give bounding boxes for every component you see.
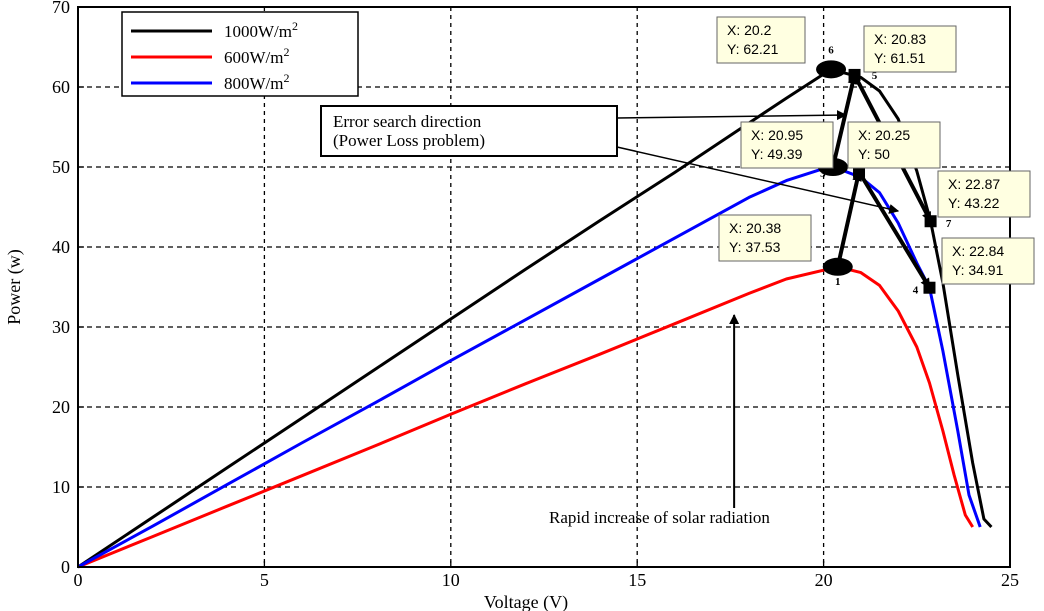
legend-label: 600W/m2 [224, 45, 290, 67]
datatip-dt1: X: 20.38 Y: 37.53 [718, 214, 812, 262]
datatip-y: Y: 37.53 [729, 239, 781, 255]
x-axis-title: Voltage (V) [484, 592, 568, 611]
legend: 1000W/m2 600W/m2 800W/m2 [121, 11, 359, 97]
error-search-line2: (Power Loss problem) [333, 131, 485, 150]
tracking-point-label: 4 [913, 285, 919, 297]
y-tick-label: 40 [52, 237, 70, 257]
datatip-dt7: X: 22.87 Y: 43.22 [937, 170, 1031, 218]
y-axis-title: Power (w) [4, 249, 25, 324]
datatip-dt6: X: 20.2 Y: 62.21 [716, 16, 806, 64]
datatip-box [941, 237, 1035, 285]
tracking-point-4 [923, 281, 936, 294]
x-tick-label: 10 [442, 570, 460, 590]
x-tick-label: 15 [628, 570, 646, 590]
tracking-arrow [857, 170, 932, 289]
series-layer [77, 67, 993, 569]
error-search-annotation: Error search direction (Power Loss probl… [320, 105, 618, 157]
datatip-box [716, 16, 806, 64]
tracking-point-label: 5 [872, 70, 878, 82]
datatip-dt5: X: 20.83 Y: 61.51 [863, 25, 957, 73]
error-arrow-upper [616, 110, 847, 121]
error-search-line1: Error search direction [333, 112, 482, 131]
datatip-box [740, 121, 834, 169]
datatip-x: X: 22.87 [948, 176, 1000, 192]
error-arrow-lower [616, 146, 900, 214]
datatip-x: X: 20.2 [727, 22, 772, 38]
x-tick-label: 25 [1001, 570, 1019, 590]
datatip-x: X: 20.25 [858, 127, 910, 143]
tracking-arrow [835, 170, 862, 268]
datatip-y: Y: 34.91 [952, 262, 1004, 278]
datatip-box [847, 121, 941, 169]
x-tick-label: 5 [260, 570, 269, 590]
datatip-y: Y: 50 [858, 146, 890, 162]
datatip-box [863, 25, 957, 73]
y-tick-label: 10 [52, 477, 70, 497]
x-tick-label: 0 [74, 570, 83, 590]
series-line-3 [77, 167, 982, 569]
datatip-dt2: X: 20.95 Y: 49.39 [740, 121, 834, 169]
rapid-increase-annotation: Rapid increase of solar radiation [549, 508, 770, 527]
datatip-x: X: 20.38 [729, 220, 781, 236]
datatip-y: Y: 61.51 [874, 50, 926, 66]
tracking-arrow [830, 73, 858, 168]
y-tick-label: 70 [52, 0, 70, 17]
series-line-2 [77, 265, 974, 569]
tracking-point-label: 1 [835, 276, 841, 288]
tracking-point-label: 3 [820, 168, 826, 180]
tracking-point-6 [816, 60, 847, 79]
legend-label: 1000W/m2 [224, 19, 298, 41]
tracking-point-7 [924, 215, 937, 228]
plot-area [78, 7, 1010, 567]
tracking-point-5 [848, 68, 861, 81]
x-tick-label: 20 [815, 570, 833, 590]
datatip-y: Y: 43.22 [948, 195, 1000, 211]
plot-frame [77, 6, 1011, 568]
tracking-point-label: 7 [946, 218, 952, 230]
datatip-dt4: X: 22.84 Y: 34.91 [941, 237, 1035, 285]
tracking-point-1 [822, 257, 853, 276]
datatip-x: X: 20.83 [874, 31, 926, 47]
datatip-y: Y: 62.21 [727, 41, 779, 57]
y-tick-label: 30 [52, 317, 70, 337]
datatip-dt3: X: 20.25 Y: 50 [847, 121, 941, 169]
legend-label: 800W/m2 [224, 71, 290, 93]
annotation-arrows [616, 110, 900, 508]
y-tick-label: 20 [52, 397, 70, 417]
datatips-layer: X: 20.2 Y: 62.21 X: 20.83 Y: 61.51 X: 20.95 Y… [716, 16, 1035, 285]
error-search-box [320, 105, 618, 157]
y-tick-label: 50 [52, 157, 70, 177]
datatip-y: Y: 49.39 [751, 146, 803, 162]
datatip-x: X: 22.84 [952, 243, 1004, 259]
y-tick-label: 60 [52, 77, 70, 97]
datatip-x: X: 20.95 [751, 127, 803, 143]
tracking-point-2 [853, 165, 866, 178]
tracking-points-layer: 1234567 [816, 44, 952, 297]
y-tick-label: 0 [61, 557, 70, 577]
series-line-1 [77, 67, 993, 569]
datatip-box [937, 170, 1031, 218]
datatip-box [718, 214, 812, 262]
tracking-point-label: 6 [828, 44, 834, 56]
